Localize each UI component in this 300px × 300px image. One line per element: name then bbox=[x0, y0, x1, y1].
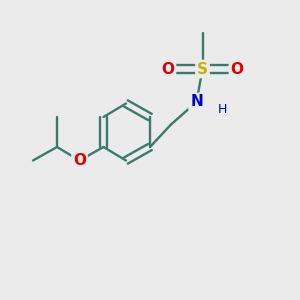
Text: H: H bbox=[217, 103, 227, 116]
Text: O: O bbox=[73, 153, 86, 168]
Text: O: O bbox=[230, 61, 244, 76]
Text: N: N bbox=[190, 94, 203, 110]
Text: O: O bbox=[161, 61, 175, 76]
Text: S: S bbox=[197, 61, 208, 76]
